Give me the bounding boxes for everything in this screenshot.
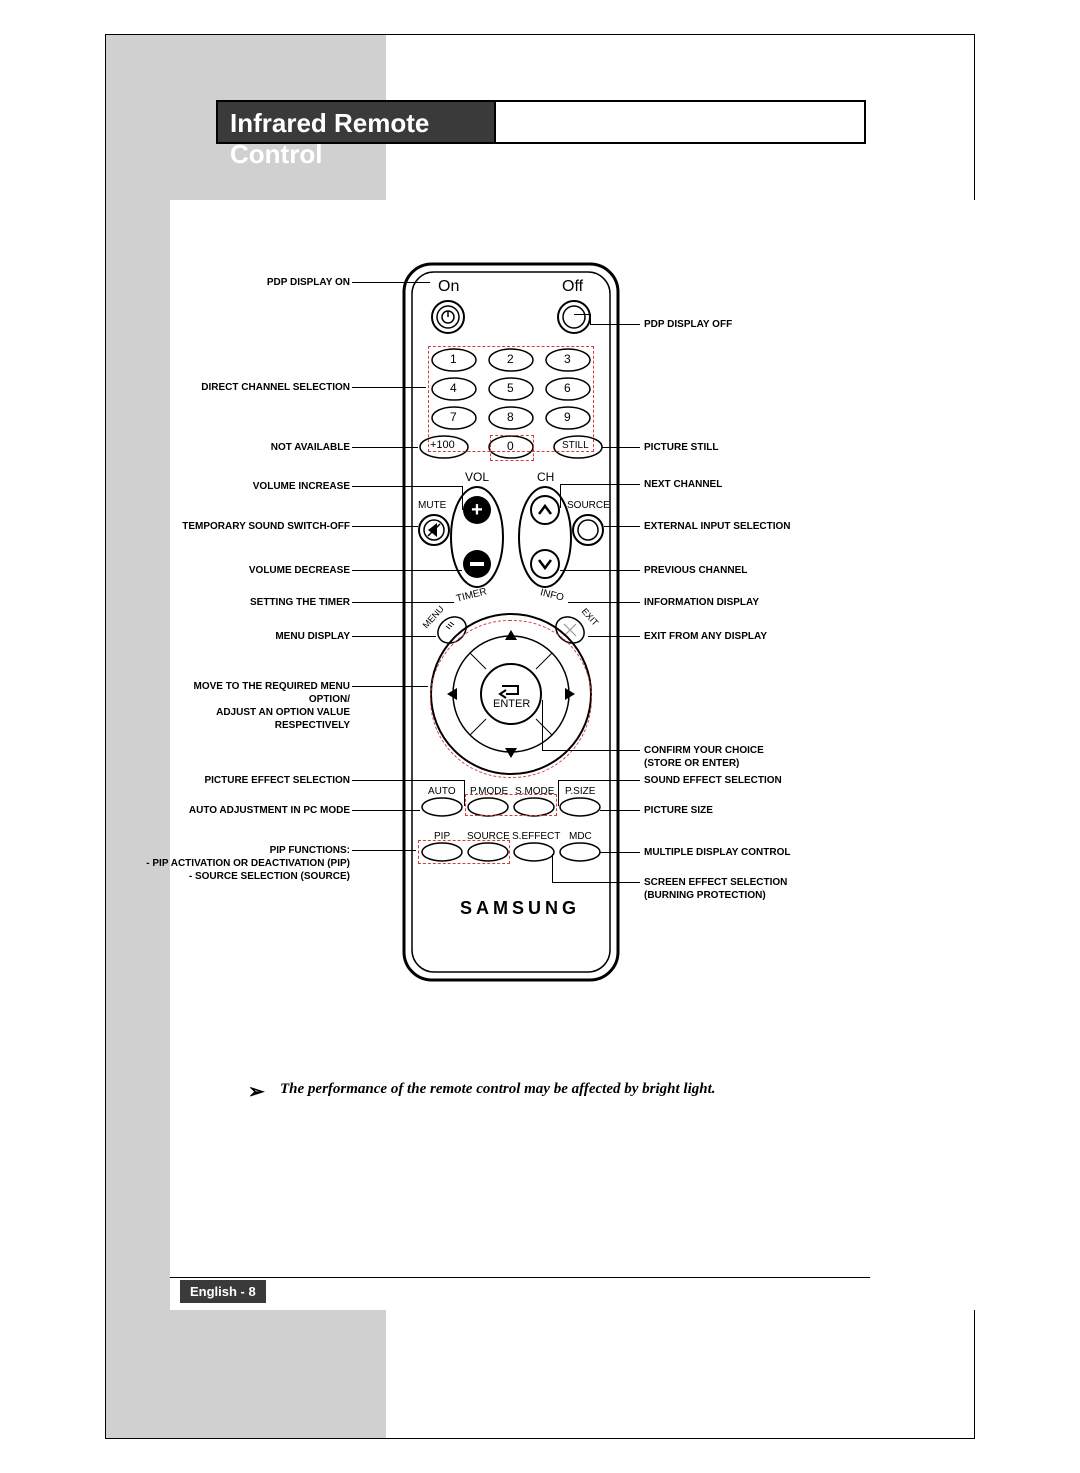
leader (462, 486, 463, 510)
label-next-ch: NEXT CHANNEL (644, 478, 722, 491)
mdc-label: MDC (569, 831, 592, 842)
leader (352, 686, 428, 687)
leader (560, 484, 561, 508)
leader (600, 810, 640, 811)
leader (552, 882, 640, 883)
leader (352, 850, 416, 851)
label-menu: MENU DISPLAY (200, 630, 350, 643)
label-screen-effect: SCREEN EFFECT SELECTION (BURNING PROTECT… (644, 876, 787, 902)
leader (464, 780, 465, 806)
leader (352, 447, 418, 448)
leader (542, 750, 640, 751)
leader (590, 314, 591, 324)
leader (558, 780, 640, 781)
leader (352, 810, 420, 811)
label-vol-dec: VOLUME DECREASE (200, 564, 350, 577)
label-pic-effect: PICTURE EFFECT SELECTION (180, 774, 350, 787)
label-pip: PIP FUNCTIONS: - PIP ACTIVATION OR DEACT… (140, 844, 350, 883)
leader (552, 854, 553, 882)
auto-label: AUTO (428, 786, 456, 797)
label-prev-ch: PREVIOUS CHANNEL (644, 564, 747, 577)
leader (352, 526, 418, 527)
source-label: SOURCE (567, 500, 610, 511)
page-number: English - 8 (180, 1280, 266, 1303)
leader (352, 570, 462, 571)
leader (352, 602, 454, 603)
label-confirm: CONFIRM YOUR CHOICE (STORE OR ENTER) (644, 744, 764, 770)
dashed-nav (430, 620, 592, 778)
vol-label: VOL (465, 470, 489, 484)
leader (352, 282, 430, 283)
label-not-available: NOT AVAILABLE (200, 441, 350, 454)
label-sound-effect: SOUND EFFECT SELECTION (644, 774, 782, 787)
label-sound-off: TEMPORARY SOUND SWITCH-OFF (160, 520, 350, 533)
leader (560, 484, 640, 485)
svg-text:+: + (471, 499, 483, 521)
mute-label: MUTE (418, 500, 446, 511)
leader (352, 636, 436, 637)
label-pdp-off: PDP DISPLAY OFF (644, 318, 732, 331)
leader (568, 602, 640, 603)
leader (352, 780, 464, 781)
seffect-label: S.EFFECT (512, 831, 560, 842)
page-title: Infrared Remote Control (216, 100, 496, 144)
label-exit: EXIT FROM ANY DISPLAY (644, 630, 767, 643)
off-label: Off (562, 278, 583, 296)
ch-label: CH (537, 470, 554, 484)
note-text: The performance of the remote control ma… (280, 1081, 716, 1098)
label-ext-input: EXTERNAL INPUT SELECTION (644, 520, 791, 533)
label-pdp-on: PDP DISPLAY ON (200, 276, 350, 289)
label-move: MOVE TO THE REQUIRED MENU OPTION/ ADJUST… (160, 680, 350, 732)
label-pic-size: PICTURE SIZE (644, 804, 713, 817)
leader (602, 447, 640, 448)
leader (542, 700, 543, 750)
leader (590, 324, 640, 325)
leader (352, 486, 462, 487)
dashed-mode-row (465, 794, 557, 816)
footer-rule (170, 1277, 870, 1278)
label-auto-adj: AUTO ADJUSTMENT IN PC MODE (170, 804, 350, 817)
leader (600, 852, 640, 853)
dashed-zero (490, 435, 534, 461)
on-label: On (438, 278, 459, 296)
label-direct-channel: DIRECT CHANNEL SELECTION (180, 381, 350, 394)
label-timer: SETTING THE TIMER (200, 596, 350, 609)
leader (604, 526, 640, 527)
leader (588, 636, 640, 637)
leader (352, 387, 426, 388)
label-pic-still: PICTURE STILL (644, 441, 718, 454)
dashed-pip-row (418, 840, 510, 864)
note-arrow-icon: ➢ (248, 1079, 265, 1104)
label-mdc: MULTIPLE DISPLAY CONTROL (644, 846, 791, 859)
label-info: INFORMATION DISPLAY (644, 596, 759, 609)
leader (558, 780, 559, 806)
label-vol-inc: VOLUME INCREASE (200, 480, 350, 493)
leader (574, 314, 590, 315)
leader (560, 570, 640, 571)
brand: SAMSUNG (460, 898, 580, 919)
psize-label: P.SIZE (565, 786, 595, 797)
